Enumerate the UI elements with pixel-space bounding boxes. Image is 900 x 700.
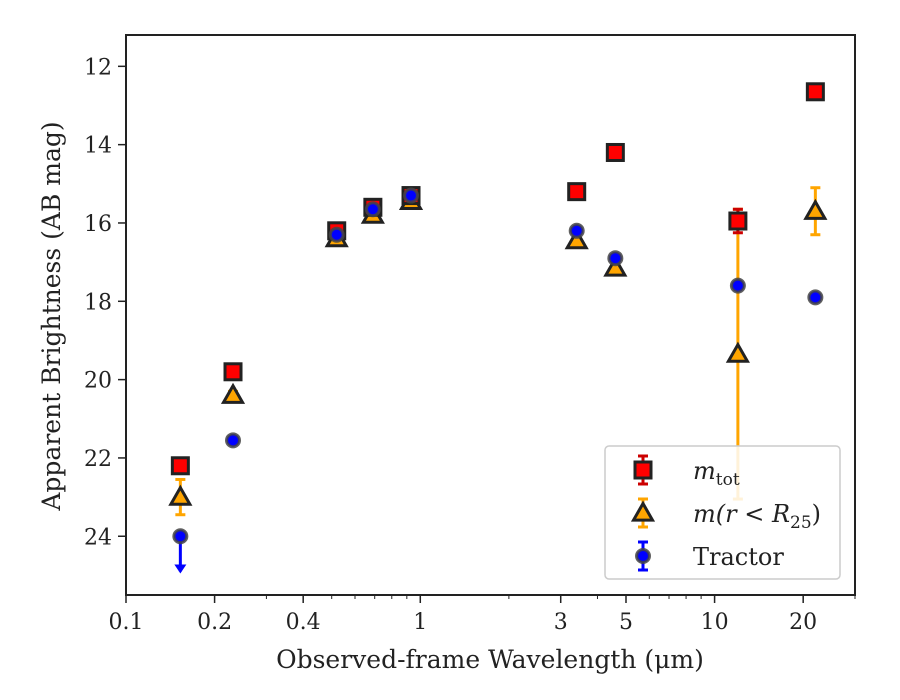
- data-point-square: [605, 142, 625, 162]
- legend-marker-circle: [635, 548, 651, 564]
- series-mtot: [170, 82, 825, 476]
- data-point-square: [805, 82, 825, 102]
- y-tick-label: 18: [84, 290, 112, 315]
- x-tick-label: 20: [789, 610, 817, 635]
- data-point-circle: [807, 289, 824, 306]
- legend-label-main: m: [693, 457, 716, 485]
- y-tick-label: 20: [84, 369, 112, 394]
- y-axis-label: Apparent Brightness (AB mag): [37, 121, 66, 511]
- legend-label-main: Tractor: [693, 543, 784, 571]
- data-point-circle: [403, 187, 420, 204]
- legend-label-subscript: 25: [790, 513, 812, 533]
- x-tick-label: 0.1: [109, 610, 144, 635]
- legend-label: Tractor: [693, 543, 784, 571]
- x-tick-label: 0.4: [286, 610, 321, 635]
- plot-frame: [125, 34, 856, 596]
- x-tick-label: 10: [701, 610, 729, 635]
- data-point-triangle: [220, 382, 246, 404]
- data-point-triangle: [725, 341, 750, 363]
- data-point-circle: [364, 201, 381, 218]
- data-point-circle: [607, 250, 624, 267]
- legend-label: mtot: [693, 457, 740, 490]
- legend-box: [604, 445, 841, 580]
- legend-label: m(r < R25): [693, 500, 821, 533]
- legend-marker-triangle: [630, 500, 656, 522]
- data-point-triangle: [803, 198, 828, 220]
- legend-label-tail: ): [812, 500, 821, 528]
- y-tick-label: 14: [84, 134, 112, 159]
- data-point-square: [728, 211, 748, 231]
- x-tick-label: 3: [554, 610, 568, 635]
- data-point-circle: [225, 432, 242, 449]
- data-point-triangle: [564, 228, 589, 250]
- data-point-square: [170, 456, 190, 476]
- data-point-circle: [729, 277, 746, 294]
- data-point-square: [567, 182, 587, 202]
- x-tick-label: 5: [619, 610, 633, 635]
- legend-marker-square: [633, 460, 653, 480]
- legend-label-main: m(r < R: [693, 500, 790, 528]
- y-tick-label: 12: [84, 55, 112, 80]
- y-axis: 12 14 16 18 20 22 24: [84, 55, 126, 550]
- data-point-square: [223, 362, 243, 382]
- y-tick-label: 22: [84, 447, 112, 472]
- x-axis: 0.1 0.2 0.4 1 3 5 10 20: [109, 595, 856, 635]
- y-tick-label: 16: [84, 212, 112, 237]
- data-point-triangle: [168, 484, 193, 506]
- data-point-circle: [172, 528, 189, 545]
- data-point-circle: [328, 226, 345, 243]
- data-point-circle: [568, 222, 585, 239]
- y-tick-label: 24: [84, 525, 112, 550]
- series-tractor: [172, 187, 824, 574]
- x-tick-label: 0.2: [197, 610, 232, 635]
- legend: mtot m(r < R25) Tractor: [604, 445, 841, 580]
- data-point-triangle: [603, 255, 628, 277]
- legend-label-subscript: tot: [716, 470, 740, 490]
- plot-area: [125, 34, 856, 596]
- x-tick-label: 1: [413, 610, 427, 635]
- x-axis-label: Observed-frame Wavelength (μm): [276, 645, 704, 674]
- upper-limit-arrowhead: [174, 564, 187, 574]
